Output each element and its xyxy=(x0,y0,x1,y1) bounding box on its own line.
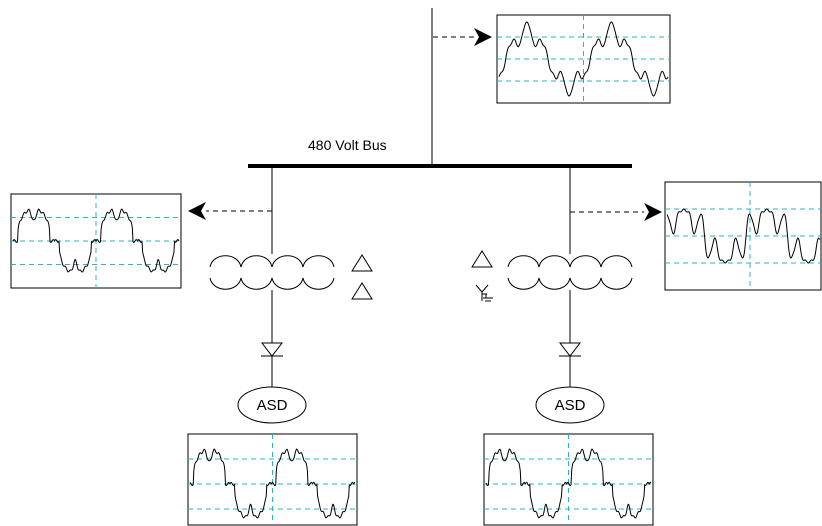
bottom-left-waveform-panel xyxy=(187,433,358,526)
right-waveform-panel xyxy=(664,181,822,291)
left-secondary-winding xyxy=(209,277,335,290)
waveform-trace xyxy=(485,448,652,519)
right-measure-arrowhead xyxy=(644,203,662,221)
waveform-trace xyxy=(498,21,669,97)
right-primary-winding xyxy=(507,255,633,268)
bus-label: 480 Volt Bus xyxy=(308,137,387,153)
wye-grounded-winding-icon xyxy=(475,284,493,302)
waveform-trace xyxy=(12,208,180,273)
left-primary-winding xyxy=(209,255,335,268)
waveform-trace xyxy=(189,448,356,519)
left-asd-label: ASD xyxy=(257,397,288,414)
right-asd-ellipse xyxy=(535,386,605,424)
right-secondary-winding xyxy=(507,277,633,290)
waveform-panels xyxy=(10,14,822,526)
bottom-right-waveform-panel xyxy=(483,433,654,526)
delta-winding-icon xyxy=(471,250,493,268)
right-asd-label: ASD xyxy=(555,397,586,414)
left-waveform-panel xyxy=(10,193,182,289)
transformer-coils xyxy=(209,255,633,290)
top-measure-arrowhead xyxy=(474,28,492,46)
delta-winding-icon xyxy=(351,282,373,300)
scope-frame xyxy=(664,181,822,291)
diode-icon xyxy=(260,342,284,357)
diode-icon xyxy=(558,342,582,357)
left-asd-ellipse xyxy=(237,386,307,424)
left-measure-arrowhead xyxy=(188,202,206,220)
waveform-trace xyxy=(666,208,821,264)
delta-winding-icon xyxy=(351,254,373,272)
top-waveform-panel xyxy=(496,14,671,104)
